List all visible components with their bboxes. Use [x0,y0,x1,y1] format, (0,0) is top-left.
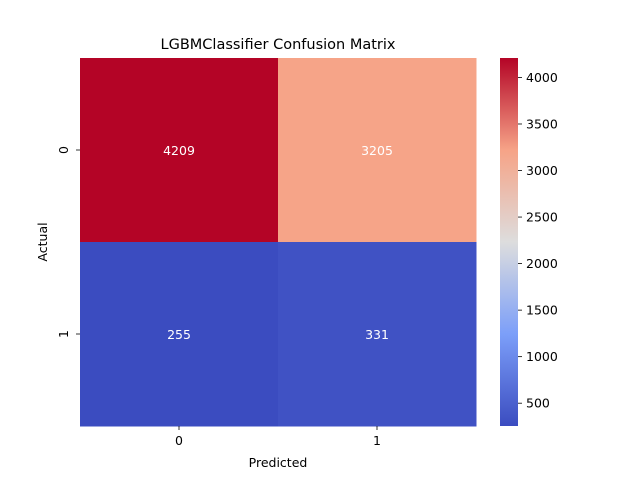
heatmap-cells [80,58,477,427]
cell-value-r0-c0: 4209 [163,143,195,158]
x-axis-label: Predicted [249,455,308,470]
y-tick-label-1: 1 [56,330,71,338]
heatmap-cell-r0-c0 [80,58,279,243]
cell-value-r0-c1: 3205 [361,143,393,158]
heatmap-cell-r1-c1 [278,242,477,427]
colorbar-tick-label-0: 500 [526,396,550,411]
colorbar-tick-label-4: 2500 [526,210,558,225]
y-axis: 01 [56,146,80,338]
y-axis-label: Actual [35,222,50,261]
colorbar-tick-label-3: 2000 [526,256,558,271]
colorbar-tick-label-2: 1500 [526,303,558,318]
cell-value-r1-c0: 255 [167,327,191,342]
colorbar-tick-label-5: 3000 [526,163,558,178]
x-tick-label-0: 0 [175,433,183,448]
chart-title: LGBMClassifier Confusion Matrix [161,37,396,53]
colorbar-tick-label-1: 1000 [526,349,558,364]
heatmap-cell-r1-c0 [80,242,279,427]
colorbar-tick-label-7: 4000 [526,70,558,85]
colorbar-tick-label-6: 3500 [526,116,558,131]
x-tick-label-1: 1 [373,433,381,448]
y-tick-label-0: 0 [56,146,71,154]
heatmap-cell-labels: 4209 3205 255 331 [163,143,393,342]
colorbar-gradient [500,58,518,426]
heatmap-cell-r0-c1 [278,58,477,243]
cell-value-r1-c1: 331 [365,327,389,342]
colorbar: 500 1000 1500 2000 2500 3000 3500 4000 [500,58,558,426]
